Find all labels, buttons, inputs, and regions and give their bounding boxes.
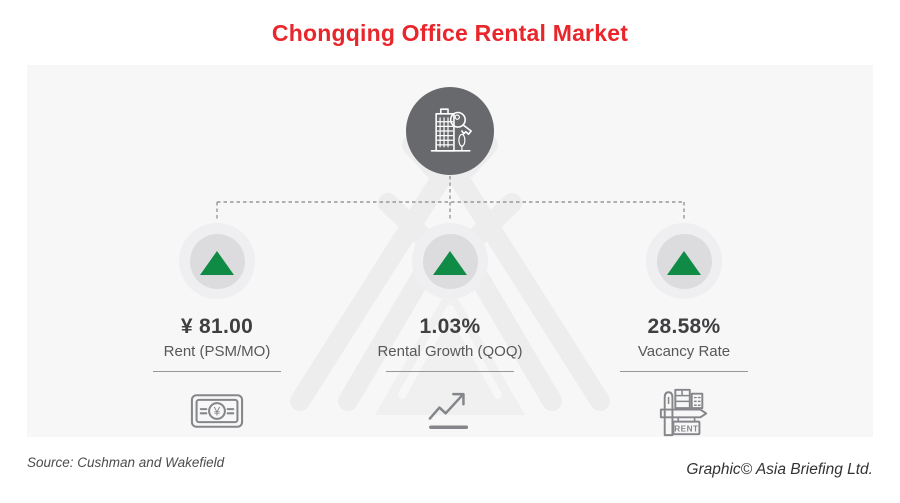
triangle-up-icon: [667, 250, 701, 275]
metric-value: ¥ 81.00: [180, 315, 254, 338]
metric-label: Rental Growth (QOQ): [377, 343, 523, 360]
trend-up-indicator: [412, 223, 488, 299]
building-key-glyph: [430, 108, 472, 152]
trend-up-indicator: [179, 223, 255, 299]
triangle-up-icon: [433, 250, 467, 275]
yen-glyph: ¥: [213, 405, 221, 418]
connector-dashed-lines: [216, 176, 685, 221]
building-with-key-icon: [406, 87, 494, 175]
rent-sign-icon: RENT: [659, 388, 708, 437]
metric-vacancy-rate: 28.58% Vacancy Rate RENT: [584, 223, 784, 437]
trend-up-indicator: [646, 223, 722, 299]
metric-rent: ¥ 81.00 Rent (PSM/MO) ¥: [117, 223, 317, 437]
metric-value: 28.58%: [647, 315, 721, 338]
source-note: Source: Cushman and Wakefield: [27, 455, 225, 470]
metric-rental-growth: 1.03% Rental Growth (QOQ): [350, 223, 550, 437]
metric-divider: [153, 371, 281, 372]
metric-label: Vacancy Rate: [637, 343, 731, 360]
page-title: Chongqing Office Rental Market: [271, 20, 629, 46]
metric-divider: [386, 371, 514, 372]
growth-chart-icon: [428, 392, 469, 429]
rent-sign-text: RENT: [674, 424, 698, 433]
metric-label: Rent (PSM/MO): [163, 343, 271, 360]
triangle-up-icon: [200, 250, 234, 275]
infographic-panel: ¥ 81.00 Rent (PSM/MO) ¥ 1.03% Rental Gro…: [27, 65, 873, 437]
banknote-yen-icon: ¥: [190, 394, 244, 428]
credit-note: Graphic© Asia Briefing Ltd.: [686, 461, 873, 478]
metric-value: 1.03%: [419, 315, 481, 338]
metric-divider: [620, 371, 748, 372]
